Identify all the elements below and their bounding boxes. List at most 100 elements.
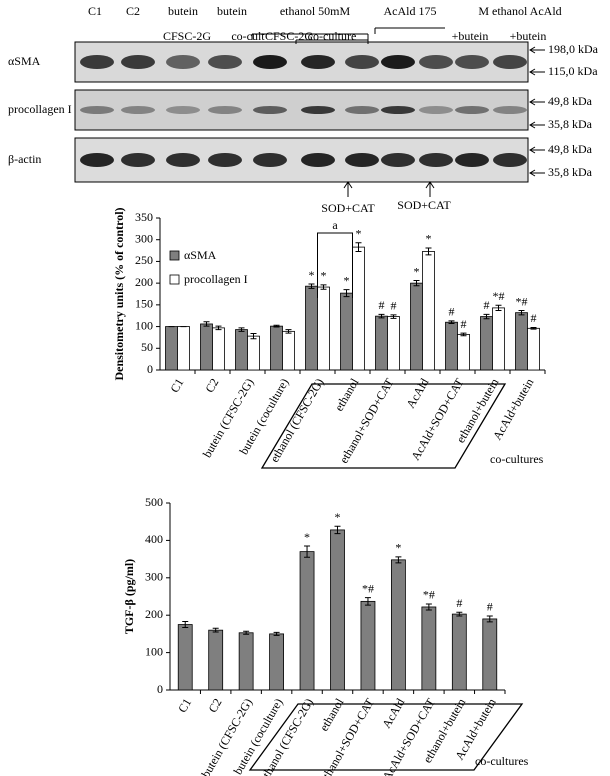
significance-marker: *# [493,289,505,303]
significance-marker: # [391,299,397,313]
error-bar [273,631,280,636]
significance-marker: # [379,298,385,312]
band [455,55,489,69]
band [419,55,453,69]
bar [317,286,330,371]
error-bar [343,289,350,298]
lane-sublabel: +butein [510,29,547,43]
error-bar [483,313,490,320]
bar [421,606,437,691]
error-bar [355,242,362,252]
band [166,153,200,167]
error-bar [518,310,525,316]
bar [269,633,284,691]
error-bar [456,611,463,617]
error-bar [378,313,385,319]
bar [177,624,193,691]
band [455,153,489,167]
lane-sublabel: co-cult [231,29,265,43]
band [208,106,242,114]
band [80,153,114,167]
size-arrow [529,146,545,154]
error-bar [334,525,341,535]
error-bar [486,615,493,623]
y-tick-label: 200 [135,275,153,289]
bar [212,327,225,371]
lane-label: butein [168,4,198,18]
band [301,106,335,114]
group-box [260,383,507,469]
significance-marker: # [487,600,493,614]
error-bar [425,247,432,256]
significance-marker: * [426,232,432,246]
y-tick-label: 250 [135,253,153,267]
band [80,106,114,114]
lane-sublabel: co-culture [308,29,357,43]
lane-label: C2 [126,4,140,18]
error-bar [413,280,420,287]
x-tick-label: C2 [202,376,221,395]
error-bar [320,284,327,290]
y-tick-label: 300 [135,231,153,245]
error-bar [212,627,219,633]
lane-sublabel: CFSC-2G [265,29,313,43]
x-tick-label: ethanol+SOD+CAT [317,695,377,776]
bar [247,335,260,371]
bar [208,629,224,691]
group-label: co-cultures [475,754,529,768]
bar [360,600,376,691]
bar [515,312,528,371]
lane-label: butein [217,4,247,18]
band [419,153,453,167]
error-bar [390,314,397,319]
bar [270,325,283,371]
lane-sublabel: +butein [452,29,489,43]
significance-marker: * [356,227,362,241]
bar [451,613,467,691]
size-arrow [529,169,545,177]
error-bar [238,327,245,332]
error-bar [460,332,467,337]
bar [422,251,435,371]
significance-marker: # [531,311,537,325]
treatment-note: SOD+CAT [397,198,451,212]
bar [482,618,498,691]
band [121,153,155,167]
bar [330,529,345,691]
lane-bracket [251,27,445,44]
group-label: co-cultures [490,452,544,466]
error-bar [285,329,292,334]
band [121,106,155,114]
row-label: procollagen I [8,102,72,116]
bar [492,307,505,371]
y-tick-label: 0 [147,362,153,376]
x-tick-label: AcAld [403,376,431,411]
bar [340,292,353,371]
significance-marker: # [484,298,490,312]
lane-label: C1 [88,4,102,18]
bracket-label: a [332,218,338,232]
band [208,55,242,69]
legend-label: procollagen I [184,272,248,286]
bar [352,246,365,371]
y-axis-label: TGF-β (pg/ml) [122,559,136,634]
significance-marker: # [456,596,462,610]
legend-label: αSMA [184,248,217,262]
row-label: β-actin [8,152,41,166]
band [419,106,453,114]
y-axis-label: Densitometry units (% of control) [112,207,126,380]
band [301,153,335,167]
error-bar [308,283,315,289]
lane-label: M ethanol AcAld [478,4,561,18]
y-tick-label: 100 [135,318,153,332]
error-bar [425,603,432,611]
significance-marker: *# [516,294,528,308]
lane-label: ethanol 50mM [280,4,351,18]
y-tick-label: 500 [145,495,163,509]
x-tick-label: C2 [206,696,225,715]
significance-marker: *# [423,588,435,602]
band [301,55,335,69]
size-marker: 198,0 kDa [548,42,599,56]
size-marker: 49,8 kDa [548,142,593,156]
